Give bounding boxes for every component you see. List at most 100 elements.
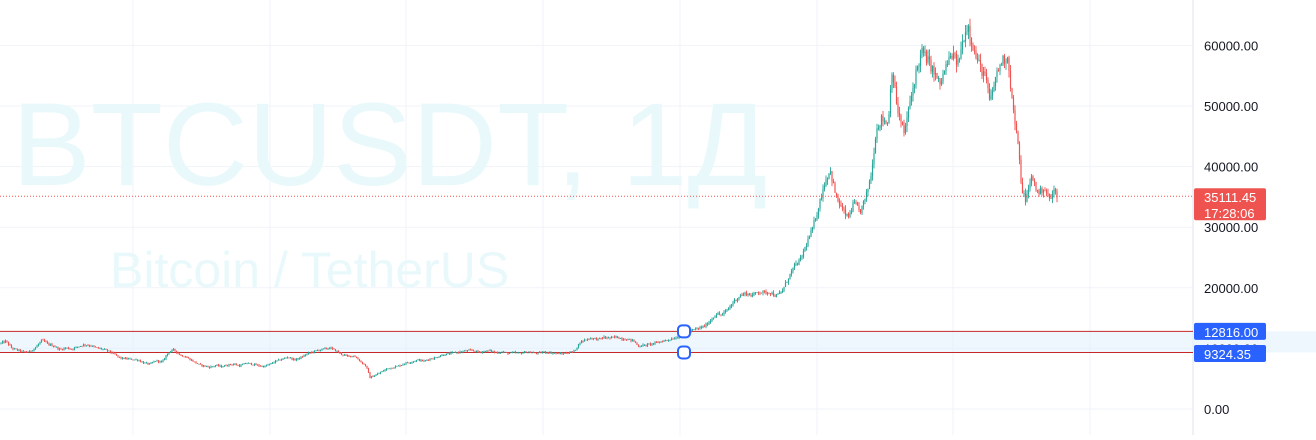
candle-body xyxy=(282,358,284,360)
candle-body xyxy=(435,357,437,359)
candle-body xyxy=(270,363,272,364)
range-handles[interactable] xyxy=(677,324,691,360)
candle-body xyxy=(81,346,83,347)
candle-body xyxy=(787,279,790,283)
candle-body xyxy=(1047,193,1049,194)
candle-body xyxy=(874,139,877,154)
candle-body xyxy=(289,357,292,359)
candle-body xyxy=(1008,57,1010,71)
candle-body xyxy=(184,356,187,358)
candle-body xyxy=(400,365,403,366)
candle-body xyxy=(733,299,736,303)
candle-body xyxy=(340,352,343,355)
candle-body xyxy=(894,82,896,87)
candle-body xyxy=(46,342,49,344)
candle-body xyxy=(867,188,869,192)
candle-body xyxy=(136,359,139,361)
candle-body xyxy=(106,349,109,351)
candle-body xyxy=(325,348,328,349)
candle-body xyxy=(570,351,572,353)
candle-body xyxy=(802,250,805,257)
candle-body xyxy=(183,356,185,358)
candle-body xyxy=(879,125,881,129)
candle-body xyxy=(355,356,358,358)
candle-body xyxy=(855,202,857,204)
candle-body xyxy=(544,351,547,353)
candle-body xyxy=(588,338,590,340)
candle-body xyxy=(367,368,370,373)
candle-body xyxy=(1012,97,1015,111)
candle-body xyxy=(342,354,344,356)
candle-body xyxy=(897,103,899,114)
candle-body xyxy=(129,358,131,360)
candle-body xyxy=(201,364,203,367)
candle-body xyxy=(205,366,208,368)
watermark: BTCUSDT, 1Д Bitcoin / TetherUS xyxy=(12,79,767,298)
candle-body xyxy=(616,336,619,339)
price-axis-tick-label: 40000.00 xyxy=(1204,160,1258,175)
candle-body xyxy=(859,209,862,213)
candle-body xyxy=(757,292,760,294)
candle-body xyxy=(603,336,605,339)
candle-body xyxy=(810,230,812,237)
candle-body xyxy=(718,313,721,315)
candle-body xyxy=(127,358,130,360)
candle-body xyxy=(921,47,923,55)
candle-body xyxy=(196,363,199,365)
candle-body xyxy=(625,339,628,341)
candle-body xyxy=(73,347,76,350)
candle-body xyxy=(907,107,910,118)
candle-body xyxy=(261,365,263,367)
candle-body xyxy=(862,200,865,206)
candle-body xyxy=(591,338,593,340)
candle-body xyxy=(148,363,151,365)
candle-body xyxy=(904,126,907,133)
candle-body xyxy=(364,364,367,366)
candle-body xyxy=(373,375,376,377)
candle-body xyxy=(94,346,97,348)
candle-body xyxy=(519,352,521,354)
candle-body xyxy=(130,358,133,360)
candle-body xyxy=(390,367,392,369)
candle-body xyxy=(192,359,194,362)
candle-body xyxy=(840,204,842,207)
candle-body xyxy=(772,292,775,296)
range-lower-tag-bg xyxy=(1194,344,1266,362)
candle-body xyxy=(808,236,811,240)
candle-body xyxy=(52,346,55,347)
candle-body xyxy=(393,367,395,369)
candle-body xyxy=(768,292,770,294)
candle-body xyxy=(118,356,121,358)
candle-body xyxy=(789,273,791,280)
price-axis-tick-label: 30000.00 xyxy=(1204,220,1258,235)
candle-body xyxy=(702,326,704,328)
candle-body xyxy=(264,365,266,368)
range-upper-handle[interactable] xyxy=(677,324,691,339)
candle-body xyxy=(766,292,769,294)
candle-body xyxy=(937,78,940,79)
candle-body xyxy=(475,350,478,352)
candle-body xyxy=(753,292,755,296)
candle-body xyxy=(714,316,716,318)
last-price-tag-text: 17:28:06 xyxy=(1204,206,1255,221)
candle-body xyxy=(214,365,217,367)
range-lower-handle[interactable] xyxy=(677,345,691,360)
candle-body xyxy=(619,338,622,339)
candle-body xyxy=(273,362,275,364)
candle-body xyxy=(697,328,700,330)
range-lower-tag-text: 9324.35 xyxy=(1204,347,1251,362)
candle-body xyxy=(660,341,662,343)
candle-body xyxy=(727,308,730,310)
candle-body xyxy=(876,128,878,140)
candle-body xyxy=(793,263,796,268)
candle-body xyxy=(1038,190,1040,195)
candle-body xyxy=(888,114,890,124)
candle-body xyxy=(511,352,514,354)
candle-body xyxy=(471,349,473,351)
candle-body xyxy=(225,365,227,367)
candle-body xyxy=(723,312,725,315)
candle-body xyxy=(357,357,359,360)
candle-body xyxy=(232,364,235,366)
